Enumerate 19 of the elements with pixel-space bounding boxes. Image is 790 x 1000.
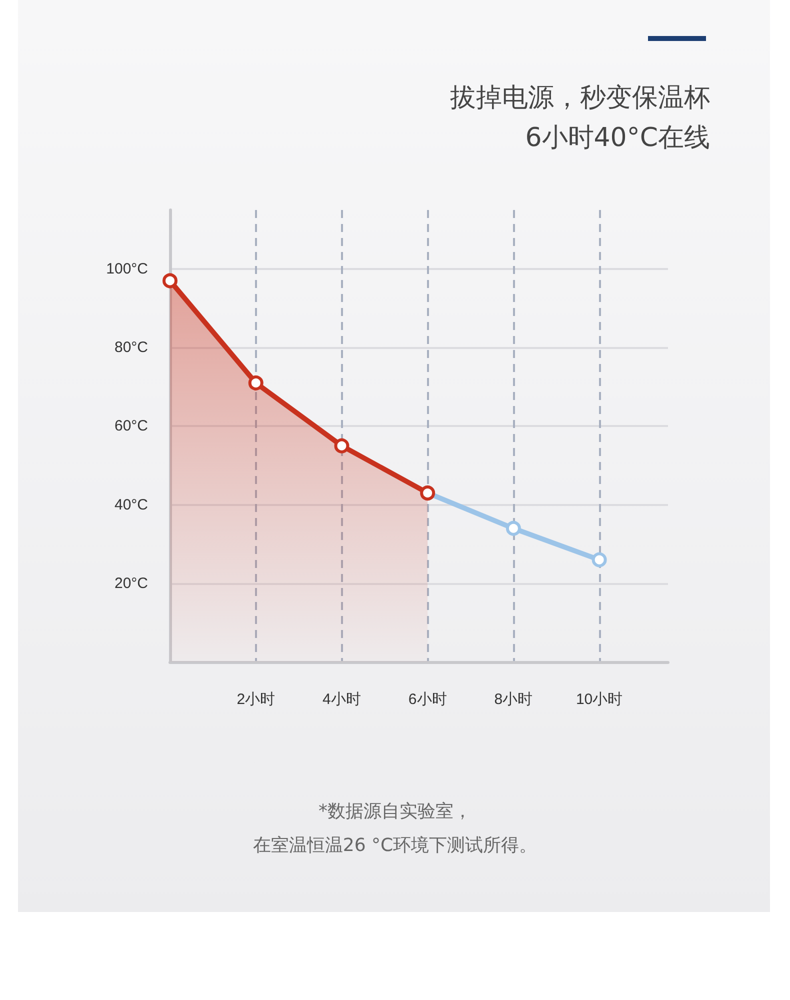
y-tick-label: 100°C: [106, 260, 148, 278]
x-tick-label: 6小时: [408, 691, 447, 708]
x-tick-label: 10小时: [576, 691, 623, 708]
point: [506, 520, 521, 536]
x-tick-label: 2小时: [236, 691, 276, 708]
chart-subtitle: 6小时40°C在线: [525, 122, 710, 155]
point: [162, 273, 178, 288]
text: 在室温恒温26 °C环境下测试所得。: [252, 834, 538, 858]
y-tick-label: 20°C: [114, 574, 148, 592]
text: *数据源自实验室，: [318, 800, 472, 824]
y-tick-label: 60°C: [114, 418, 148, 435]
point: [334, 438, 350, 454]
x-tick-label: 4小时: [322, 691, 361, 708]
y-tick-label: 80°C: [114, 339, 148, 356]
point: [248, 375, 264, 390]
chart-title: 拔掉电源，秒变保温杯: [450, 82, 710, 115]
y-tick-label: 40°C: [114, 496, 148, 514]
point: [592, 552, 607, 568]
x-tick-label: 8小时: [494, 691, 533, 708]
